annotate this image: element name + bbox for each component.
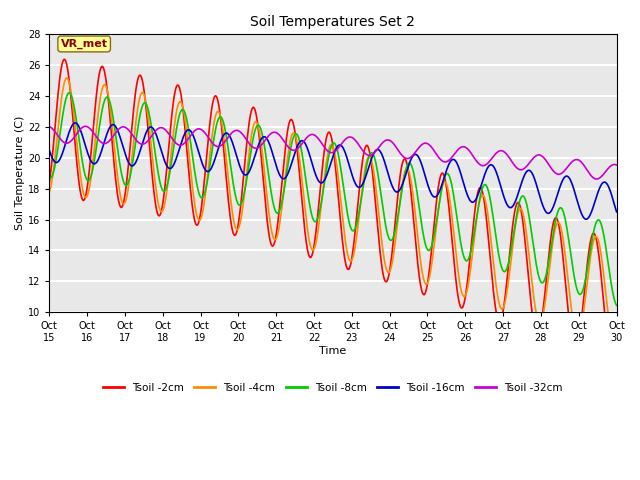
Y-axis label: Soil Temperature (C): Soil Temperature (C) (15, 116, 25, 230)
Text: VR_met: VR_met (61, 39, 108, 49)
X-axis label: Time: Time (319, 346, 346, 356)
Legend: Tsoil -2cm, Tsoil -4cm, Tsoil -8cm, Tsoil -16cm, Tsoil -32cm: Tsoil -2cm, Tsoil -4cm, Tsoil -8cm, Tsoi… (99, 378, 567, 397)
Title: Soil Temperatures Set 2: Soil Temperatures Set 2 (250, 15, 415, 29)
